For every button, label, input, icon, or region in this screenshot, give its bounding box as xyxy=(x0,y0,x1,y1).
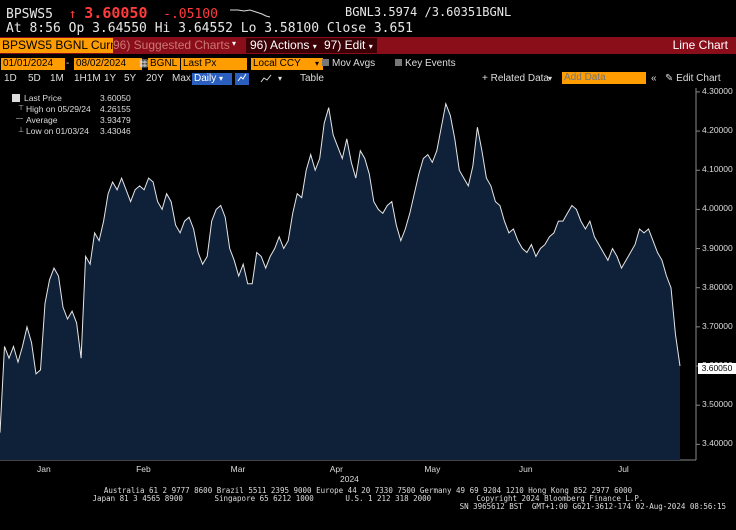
x-tick-label: Mar xyxy=(230,464,246,474)
chevron-down-icon: ▾ xyxy=(368,42,373,51)
average-marker-icon: — xyxy=(16,115,23,122)
legend-avg-value: 3.93479 xyxy=(100,115,131,125)
y-tick-label: 3.90000 xyxy=(702,242,733,253)
x-tick-label: Jan xyxy=(37,464,51,474)
suggested-charts-button[interactable]: 96) Suggested Charts xyxy=(113,38,241,53)
field-select[interactable]: Last Px xyxy=(181,58,247,70)
calendar-icon[interactable]: ▦ xyxy=(139,58,149,69)
legend-low-value: 3.43046 xyxy=(100,126,131,136)
actions-menu[interactable]: 96) Actions ▾ xyxy=(246,38,321,53)
y-tick-label: 4.20000 xyxy=(702,125,733,136)
y-tick-label: 4.30000 xyxy=(702,85,733,96)
currency-select[interactable]: Local CCY xyxy=(251,58,315,70)
checkbox-icon xyxy=(395,59,402,66)
footer-contacts-1: Australia 61 2 9777 8600 Brazil 5511 239… xyxy=(103,486,633,495)
footer-contacts-2: Japan 81 3 4565 8900 Singapore 65 6212 1… xyxy=(92,494,644,503)
y-tick-label: 3.70000 xyxy=(702,320,733,331)
date-separator: - xyxy=(66,58,70,69)
period-1m[interactable]: 1M xyxy=(50,73,64,84)
y-tick-label: 3.40000 xyxy=(702,438,733,449)
checkbox-icon xyxy=(322,59,329,66)
y-tick-label: 4.10000 xyxy=(702,164,733,175)
bid-ask: BGNL3.5974 /3.60351BGNL xyxy=(345,5,511,19)
chart-legend: Last Price 3.60050 ⊤ High on 05/29/24 4.… xyxy=(2,92,138,140)
ask-source: BGNL xyxy=(482,5,512,19)
table-button[interactable]: Table xyxy=(300,73,324,84)
chevron-down-icon: ▾ xyxy=(219,74,224,83)
period-1h1m[interactable]: 1H1M xyxy=(74,73,101,84)
up-arrow-icon: ↑ xyxy=(68,7,77,22)
chevron-down-icon[interactable]: ▾ xyxy=(548,74,553,83)
start-date-input[interactable]: 01/01/2024 xyxy=(1,58,65,70)
period-5y[interactable]: 5Y xyxy=(124,73,137,84)
period-5d[interactable]: 5D xyxy=(28,73,41,84)
legend-avg-label: Average xyxy=(26,115,58,125)
line-chart-icon[interactable] xyxy=(235,73,249,85)
edit-chart-button[interactable]: ✎ Edit Chart xyxy=(665,73,721,84)
sparkline-icon xyxy=(230,9,271,18)
bid-price: 3.5974 xyxy=(373,5,418,19)
last-value-tag: 3.60050 xyxy=(698,363,736,374)
period-20y[interactable]: 20Y xyxy=(146,73,164,84)
mov-avgs-toggle[interactable]: Mov Avgs xyxy=(320,58,377,70)
legend-last-label: Last Price xyxy=(24,93,62,103)
related-data-button[interactable]: + Related Data xyxy=(482,73,549,84)
add-data-input[interactable] xyxy=(562,72,646,84)
legend-low-label: Low on 01/03/24 xyxy=(26,126,89,136)
x-tick-label: Jun xyxy=(518,464,533,474)
source-input[interactable]: BGNL xyxy=(148,58,180,70)
key-events-toggle[interactable]: Key Events xyxy=(393,58,458,70)
high-marker-icon: ⊤ xyxy=(18,105,25,112)
ticker: BPSWS5 xyxy=(6,7,53,22)
last-price: 3.60050 xyxy=(84,4,148,22)
x-tick-label: Feb xyxy=(136,464,151,474)
chevron-down-icon[interactable]: ▾ xyxy=(311,58,323,70)
price-area xyxy=(0,103,680,460)
collapse-icon[interactable]: « xyxy=(651,73,657,84)
y-tick-label: 3.50000 xyxy=(702,399,733,410)
last-price-swatch xyxy=(12,94,20,102)
low-marker-icon: ⊥ xyxy=(18,127,25,134)
legend-last-value: 3.60050 xyxy=(100,93,131,103)
year-label: 2024 xyxy=(340,474,359,484)
ask-price: /3.60351 xyxy=(424,5,483,19)
bid-source: BGNL xyxy=(345,5,374,19)
x-tick-label: Apr xyxy=(329,464,343,474)
y-tick-label: 4.00000 xyxy=(702,203,733,214)
legend-high-value: 4.26155 xyxy=(100,104,131,114)
chart-type-label: Line Chart xyxy=(672,38,728,52)
dropdown-arrow-icon: ▾ xyxy=(232,39,237,48)
footer-session: SN 3965612 BST GMT+1:00 G621-3612-174 02… xyxy=(459,502,726,511)
y-tick-label: 3.80000 xyxy=(702,281,733,292)
ohlc-line: At 8:56 Op 3.64550 Hi 3.64552 Lo 3.58100… xyxy=(6,21,413,36)
x-tick-label: May xyxy=(424,464,441,474)
pencil-icon: ✎ xyxy=(665,73,674,84)
quote-line: BPSWS5 ↑ 3.60050 -.05100 xyxy=(6,4,218,22)
end-date-input[interactable]: 08/02/2024 xyxy=(74,58,142,70)
price-chart[interactable] xyxy=(0,88,736,464)
chevron-down-icon: ▾ xyxy=(312,42,317,51)
chevron-down-icon[interactable]: ▾ xyxy=(278,74,283,83)
bar-chart-icon[interactable] xyxy=(258,73,276,85)
net-change: -.05100 xyxy=(163,7,218,22)
legend-high-label: High on 05/29/24 xyxy=(26,104,91,114)
period-1y[interactable]: 1Y xyxy=(104,73,117,84)
x-tick-label: Jul xyxy=(617,464,629,474)
frequency-select[interactable]: Daily ▾ xyxy=(192,73,232,85)
period-1d[interactable]: 1D xyxy=(4,73,17,84)
security-field[interactable]: BPSWS5 BGNL Curncy xyxy=(0,38,116,53)
price-line xyxy=(0,101,681,433)
edit-menu[interactable]: 97) Edit ▾ xyxy=(320,38,377,53)
period-max[interactable]: Max xyxy=(172,73,191,84)
